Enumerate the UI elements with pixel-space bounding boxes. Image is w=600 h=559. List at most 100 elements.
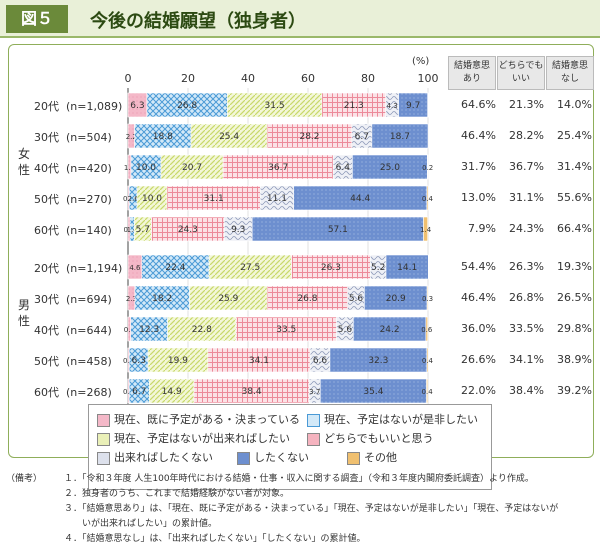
bar-segment-want bbox=[141, 254, 210, 280]
bar-data-label: 0.4 bbox=[123, 357, 135, 365]
legend-item-notmuch: 出来ればしたくない bbox=[97, 449, 213, 465]
summary-value: 36.7% bbox=[509, 160, 544, 173]
bar-data-label: 6.7 bbox=[355, 132, 369, 142]
bar-data-label: 6.7 bbox=[132, 387, 146, 397]
bar-data-label: 26.3 bbox=[321, 263, 341, 273]
bar-data-label: 0.2 bbox=[422, 164, 433, 172]
summary-value: 38.9% bbox=[557, 353, 592, 366]
summary-value: 13.0% bbox=[461, 191, 496, 204]
col-header-yes-line2: あり bbox=[462, 74, 481, 84]
col-header-no-line1: 結婚意思 bbox=[551, 61, 588, 71]
bar-segment-other bbox=[425, 316, 428, 342]
bar-data-label: 5.7 bbox=[136, 225, 150, 235]
bar-data-label: 57.1 bbox=[328, 225, 348, 235]
bar-data-label: 0.3 bbox=[422, 295, 433, 303]
summary-value: 36.0% bbox=[461, 322, 496, 335]
bar-data-label: 6.6 bbox=[313, 356, 328, 366]
axis-tick: 20 bbox=[181, 72, 195, 85]
bar-segment-no bbox=[385, 254, 429, 280]
group-label-male-2: 性 bbox=[17, 314, 30, 328]
bar-data-label: 26.8 bbox=[297, 294, 317, 304]
bar-data-label: 3.7 bbox=[309, 388, 320, 396]
percent-unit: (%) bbox=[412, 56, 430, 67]
legend-label-notmuch: 出来ればしたくない bbox=[114, 451, 213, 464]
bar-segment-either bbox=[266, 285, 348, 311]
bar-segment-ifpossible bbox=[190, 123, 268, 149]
bar-data-label: 25.4 bbox=[219, 132, 239, 142]
summary-value: 26.8% bbox=[509, 291, 544, 304]
bar-data-label: 24.2 bbox=[380, 325, 400, 335]
legend-item-either: どちらでもいいと思う bbox=[307, 430, 433, 446]
note-line: ４．「結婚意思なし」は、「出来ればしたくない」「したくない」の累計値。 bbox=[64, 534, 366, 544]
axis-tick: 80 bbox=[361, 72, 375, 85]
bar-data-label: 0.6 bbox=[421, 326, 433, 334]
axis-tick: 40 bbox=[241, 72, 255, 85]
row-age: 20代 bbox=[34, 100, 59, 113]
row-age: 30代 bbox=[34, 293, 59, 306]
bar-data-label: 0.4 bbox=[123, 195, 135, 203]
row-age: 50代 bbox=[34, 355, 59, 368]
summary-value: 21.3% bbox=[509, 98, 544, 111]
summary-value: 38.4% bbox=[509, 384, 544, 397]
legend-label-planned: 現在、既に予定がある・決まっている bbox=[114, 413, 301, 426]
bar-segment-other bbox=[426, 378, 428, 404]
summary-value: 33.5% bbox=[509, 322, 544, 335]
summary-value: 31.7% bbox=[461, 160, 496, 173]
bar-segment-want bbox=[134, 285, 190, 311]
bar-data-label: 20.7 bbox=[182, 163, 202, 173]
bar-data-label: 19.9 bbox=[168, 356, 188, 366]
legend-item-ifpossible: 現在、予定はないが出来ればしたい bbox=[97, 430, 290, 446]
bar-segment-want bbox=[134, 123, 192, 149]
row-label: 40代 (n=644) bbox=[34, 322, 126, 338]
bar-segment-no bbox=[364, 285, 428, 311]
row-age: 40代 bbox=[34, 162, 59, 175]
group-label-male: 男 性 bbox=[17, 297, 31, 329]
bar-data-label: 9.7 bbox=[406, 101, 420, 111]
bar-data-label: 22.8 bbox=[192, 325, 212, 335]
row-n: (n=140) bbox=[66, 224, 112, 237]
bar-data-label: 2.6 bbox=[128, 195, 140, 203]
bar-segment-either bbox=[222, 154, 334, 180]
bar-data-label: 0.7 bbox=[123, 226, 134, 234]
legend-label-other: その他 bbox=[364, 451, 397, 464]
bar-data-label: 28.2 bbox=[299, 132, 319, 142]
bar-segment-either bbox=[151, 216, 225, 242]
bar-data-label: 22.4 bbox=[165, 263, 185, 273]
bar-data-label: 44.4 bbox=[350, 194, 370, 204]
bar-segment-other bbox=[426, 285, 429, 311]
bar-segment-either bbox=[193, 378, 310, 404]
col-header-neutral-line2: いい bbox=[511, 74, 530, 84]
summary-value: 25.4% bbox=[557, 129, 592, 142]
summary-value: 19.3% bbox=[557, 260, 592, 273]
bar-data-label: 31.1 bbox=[204, 194, 224, 204]
legend-swatch-ifpossible bbox=[97, 432, 110, 446]
bar-data-label: 25.9 bbox=[218, 294, 238, 304]
bar-segment-ifpossible bbox=[149, 378, 195, 404]
summary-value: 24.3% bbox=[509, 222, 544, 235]
axis-tick: 100 bbox=[417, 72, 439, 85]
bar-data-label: 5.6 bbox=[338, 325, 353, 335]
bar-data-label: 32.3 bbox=[368, 356, 388, 366]
bar-data-label: 0.4 bbox=[422, 357, 434, 365]
bar-segment-either bbox=[321, 92, 386, 118]
summary-value: 34.1% bbox=[509, 353, 544, 366]
legend: 現在、既に予定がある・決まっている 現在、予定はないが是非したい 現在、予定はな… bbox=[88, 404, 492, 490]
row-label: 60代 (n=140) bbox=[34, 222, 126, 238]
bar-data-label: 6.4 bbox=[336, 163, 351, 173]
bar-data-label: 10.0 bbox=[136, 163, 156, 173]
axis-tick: 60 bbox=[301, 72, 315, 85]
legend-item-planned: 現在、既に予定がある・決まっている bbox=[97, 411, 300, 427]
bar-data-label: 1.0 bbox=[124, 164, 135, 172]
row-n: (n=270) bbox=[66, 193, 112, 206]
bar-segment-either bbox=[166, 185, 261, 211]
col-header-yes-line1: 結婚意思 bbox=[453, 61, 490, 71]
bar-segment-no bbox=[319, 378, 427, 404]
bar-data-label: 38.4 bbox=[242, 387, 262, 397]
bar-segment-want bbox=[146, 92, 228, 118]
bar-segment-ifpossible bbox=[208, 254, 292, 280]
legend-label-ifpossible: 現在、予定はないが出来ればしたい bbox=[114, 432, 290, 445]
summary-value: 46.4% bbox=[461, 291, 496, 304]
summary-value: 54.4% bbox=[461, 260, 496, 273]
col-header-no: 結婚意思 なし bbox=[546, 56, 594, 90]
legend-item-other: その他 bbox=[347, 449, 397, 465]
